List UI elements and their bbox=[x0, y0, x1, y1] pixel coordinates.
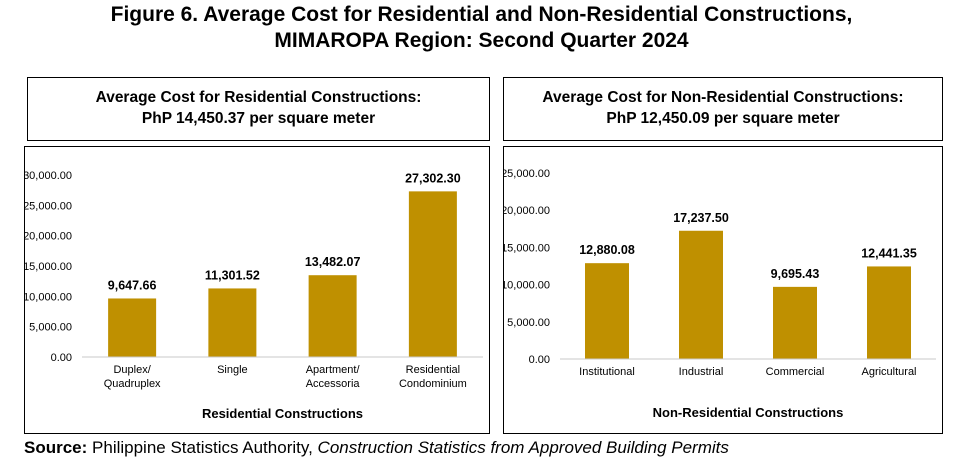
bar bbox=[108, 298, 157, 357]
y-tick-label: 30,000.00 bbox=[25, 170, 72, 182]
figure-title-line1: Figure 6. Average Cost for Residential a… bbox=[110, 3, 853, 26]
source-publication: Construction Statistics from Approved Bu… bbox=[317, 438, 729, 457]
source-note: Source: Philippine Statistics Authority,… bbox=[24, 438, 729, 458]
bar bbox=[208, 288, 257, 357]
y-tick-label: 20,000.00 bbox=[25, 231, 72, 243]
y-tick-label: 20,000.00 bbox=[504, 205, 550, 217]
residential-summary-box: Average Cost for Residential Constructio… bbox=[27, 77, 490, 141]
x-tick-label: Agricultural bbox=[861, 366, 916, 378]
y-tick-label: 10,000.00 bbox=[25, 291, 72, 303]
residential-summary-title: Average Cost for Residential Constructio… bbox=[95, 89, 422, 106]
x-axis-title: Non-Residential Constructions bbox=[653, 405, 844, 420]
bar-value-label: 13,482.07 bbox=[305, 255, 361, 269]
residential-chart-panel: 0.00 5,000.00 10,000.00 15,000.00 20,000.00 2… bbox=[24, 146, 490, 434]
non-residential-bar-chart: 0.00 5,000.00 10,000.00 15,000.00 20,000.00 2… bbox=[504, 168, 936, 420]
bar bbox=[773, 286, 817, 359]
non-residential-summary-value: PhP 12,450.09 per square meter bbox=[606, 110, 840, 127]
y-tick-label: 5,000.00 bbox=[507, 317, 550, 329]
source-agency: Philippine Statistics Authority, bbox=[87, 438, 318, 457]
residential-summary-value: PhP 14,450.37 per square meter bbox=[141, 110, 376, 127]
y-tick-label: 5,000.00 bbox=[29, 322, 72, 334]
source-label: Source: bbox=[24, 438, 88, 457]
bar-value-label: 9,647.66 bbox=[108, 278, 157, 292]
bar bbox=[679, 230, 723, 359]
x-axis-title: Residential Constructions bbox=[202, 406, 363, 421]
x-tick-label: Residential bbox=[406, 364, 460, 376]
x-tick-label: Commercial bbox=[766, 366, 825, 378]
y-tick-label: 15,000.00 bbox=[504, 242, 550, 254]
bar bbox=[867, 266, 911, 359]
x-tick-label: Duplex/ bbox=[113, 364, 151, 376]
x-tick-label: Single bbox=[217, 364, 248, 376]
non-residential-summary-title: Average Cost for Non-Residential Constru… bbox=[542, 89, 904, 106]
y-tick-label: 0.00 bbox=[529, 354, 550, 366]
y-tick-label: 0.00 bbox=[51, 352, 72, 364]
bar bbox=[408, 191, 457, 357]
y-tick-label: 25,000.00 bbox=[504, 168, 550, 180]
non-residential-summary-box: Average Cost for Non-Residential Constru… bbox=[503, 77, 943, 141]
bar-value-label: 9,695.43 bbox=[771, 267, 820, 281]
figure-title: Figure 6. Average Cost for Residential a… bbox=[0, 2, 963, 54]
bar bbox=[585, 263, 629, 359]
bar-value-label: 12,880.08 bbox=[579, 243, 635, 257]
x-tick-label: Quadruplex bbox=[104, 378, 161, 390]
y-tick-label: 10,000.00 bbox=[504, 280, 550, 292]
x-tick-label: Institutional bbox=[579, 366, 635, 378]
x-tick-label: Apartment/ bbox=[306, 364, 361, 376]
y-tick-label: 15,000.00 bbox=[25, 261, 72, 273]
y-tick-label: 25,000.00 bbox=[25, 200, 72, 212]
non-residential-chart-panel: 0.00 5,000.00 10,000.00 15,000.00 20,000.00 2… bbox=[503, 146, 943, 434]
x-tick-label: Condominium bbox=[399, 378, 467, 390]
bar-value-label: 12,441.35 bbox=[861, 246, 917, 260]
figure-title-line2: MIMAROPA Region: Second Quarter 2024 bbox=[274, 29, 689, 52]
bar-value-label: 17,237.50 bbox=[673, 211, 729, 225]
bar bbox=[308, 275, 357, 357]
x-tick-label: Accessoria bbox=[306, 378, 361, 390]
bar-value-label: 11,301.52 bbox=[205, 268, 260, 282]
bar-value-label: 27,302.30 bbox=[405, 171, 461, 185]
residential-bar-chart: 0.00 5,000.00 10,000.00 15,000.00 20,000.00 2… bbox=[25, 170, 483, 421]
x-tick-label: Industrial bbox=[679, 366, 724, 378]
